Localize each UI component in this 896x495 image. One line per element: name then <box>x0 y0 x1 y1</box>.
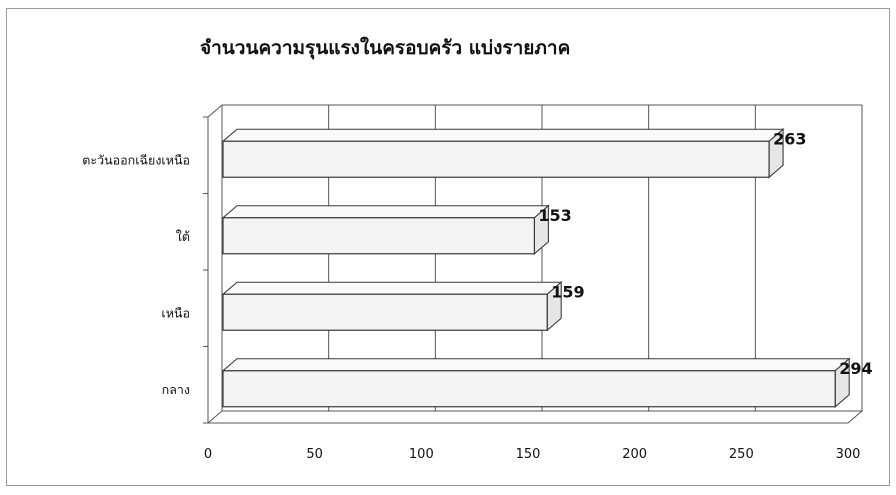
bar-top-face <box>221 128 785 142</box>
bar-top-face <box>221 281 563 295</box>
category-label: ตะวันออกเฉียงเหนือ <box>82 152 190 167</box>
category-label: กลาง <box>162 382 190 397</box>
bar-top-face <box>221 205 550 219</box>
x-tick-label: 200 <box>622 447 647 462</box>
category-label: ใต้ <box>176 229 190 244</box>
x-tick-label: 0 <box>204 447 212 462</box>
data-label: 263 <box>773 129 806 148</box>
data-label: 153 <box>538 206 571 225</box>
x-tick-label: 300 <box>836 447 861 462</box>
bar <box>222 370 836 408</box>
x-tick-label: 150 <box>516 447 541 462</box>
bar <box>222 293 548 331</box>
category-label: เหนือ <box>161 305 190 320</box>
bar <box>222 217 535 255</box>
bar <box>222 140 770 178</box>
x-tick-label: 50 <box>306 447 323 462</box>
side-wall-top <box>207 104 223 118</box>
data-label: 159 <box>551 282 584 301</box>
data-label: 294 <box>839 359 872 378</box>
x-tick-label: 100 <box>409 447 434 462</box>
chart-title: จำนวนความรุนแรงในครอบครัว แบ่งรายภาค <box>200 36 570 60</box>
x-tick-label: 250 <box>729 447 754 462</box>
chart-floor <box>206 410 864 424</box>
bar-top-face <box>221 358 851 372</box>
